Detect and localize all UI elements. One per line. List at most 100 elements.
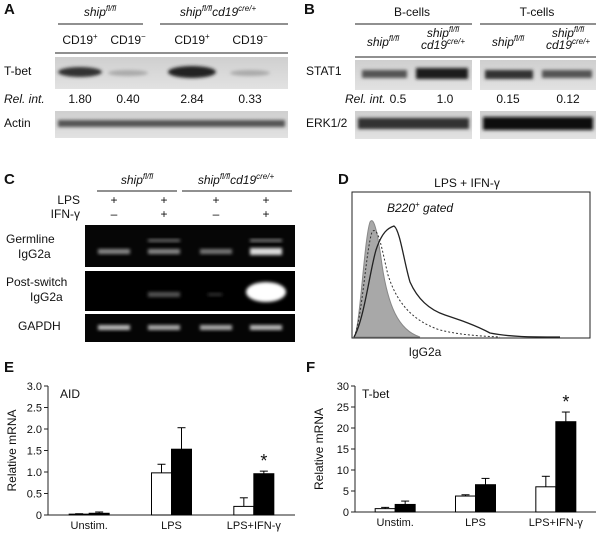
y-tick-label: 25 [337,402,349,414]
y-tick-label: 5 [343,486,349,498]
annotation: * [562,392,569,412]
bar [171,448,192,516]
column-label: CD19− [232,32,268,47]
annotation: * [260,451,267,471]
cell-label: B-cells [394,5,430,19]
rel-int: 0.12 [556,92,580,106]
treatment-sign: + [160,193,167,207]
treatment-label: IFN-γ [51,207,80,221]
row-label: T-bet [4,64,32,78]
gate-label: B220+ gated [387,200,453,215]
y-tick-label: 3.0 [27,381,42,393]
treatment-sign: + [160,207,167,221]
histogram-cre [353,225,561,338]
rel-int: 0.33 [238,92,262,106]
rel-int-label: Rel. int. [4,92,45,106]
y-tick-label: 2.5 [27,403,42,415]
group-label: shipfl/flcd19cre/+ [180,4,257,19]
y-tick-label: 0.5 [27,489,42,501]
treatment-sign: – [213,207,220,221]
column-label: CD19− [110,32,146,47]
panel-label: D [338,171,349,188]
chart-title: AID [60,387,80,401]
x-tick-label: LPS [161,520,182,532]
gel [85,271,295,311]
x-tick-label: LPS [465,517,486,529]
y-tick-label: 1.5 [27,446,42,458]
bar [475,484,496,513]
group-label: shipfl/fl [492,34,524,49]
y-tick-label: 20 [337,423,349,435]
blot [355,60,596,90]
gel [85,225,295,267]
y-axis-label: Relative mRNA [312,408,326,490]
panel-label: B [304,1,315,18]
panel-label: A [4,1,15,18]
bar [68,513,90,516]
group-label: shipfl/flcd19cre/+ [198,172,275,187]
treatment-sign: – [111,207,118,221]
gel-label: Germline IgG2a [6,232,55,261]
rel-int: 1.0 [437,92,454,106]
row-label: STAT1 [306,64,342,78]
gel [85,314,295,342]
gel-label: Post-switch IgG2a [6,275,67,304]
panel-title: LPS + IFN-γ [434,176,500,190]
bar [88,512,110,516]
y-tick-label: 2.0 [27,424,42,436]
treatment-label: LPS [57,193,80,207]
y-tick-label: 0 [343,507,349,519]
bar [253,473,275,516]
panel-label: F [306,359,315,376]
cell-label: T-cells [520,5,555,19]
blot [55,57,288,89]
rel-int-label: Rel. int. [345,92,386,106]
treatment-sign: + [110,193,117,207]
panel-label: E [4,359,14,376]
rel-int: 0.15 [496,92,520,106]
group-label: shipfl/fl [367,34,399,49]
bar [394,503,416,513]
x-tick-label: LPS+IFN-γ [529,517,584,529]
bar [555,421,577,513]
y-tick-label: 15 [337,444,349,456]
y-tick-label: 0 [36,510,42,522]
x-tick-label: LPS+IFN-γ [227,520,282,532]
column-label: CD19+ [174,32,210,47]
x-tick-label: Unstim. [71,520,108,532]
bar [535,486,557,513]
rel-int: 1.80 [68,92,92,106]
rel-int: 2.84 [180,92,204,106]
treatment-sign: + [262,207,269,221]
rel-int: 0.5 [390,92,407,106]
row-label: Actin [4,116,31,130]
x-axis-label: IgG2a [409,345,442,359]
histogram-control [352,220,421,338]
y-axis-label: Relative mRNA [5,409,19,491]
bar [455,495,476,513]
rel-int: 0.40 [116,92,140,106]
gel-label: GAPDH [18,319,61,333]
column-label: CD19+ [62,32,98,47]
x-tick-label: Unstim. [377,517,414,529]
y-tick-label: 1.0 [27,467,42,479]
bar [233,505,255,516]
bar [151,472,172,516]
blot [355,111,596,139]
panel-label: C [4,171,15,188]
chart-title: T-bet [362,387,390,401]
row-label: ERK1/2 [306,116,348,130]
treatment-sign: + [212,193,219,207]
y-tick-label: 10 [337,465,349,477]
treatment-sign: + [262,193,269,207]
group-label: shipfl/fl [121,172,153,187]
histogram-ship [353,230,501,338]
plot-frame [351,191,591,339]
blot [55,111,288,138]
bar [374,508,396,513]
group-label: shipfl/fl [84,4,116,19]
y-tick-label: 30 [337,381,349,393]
